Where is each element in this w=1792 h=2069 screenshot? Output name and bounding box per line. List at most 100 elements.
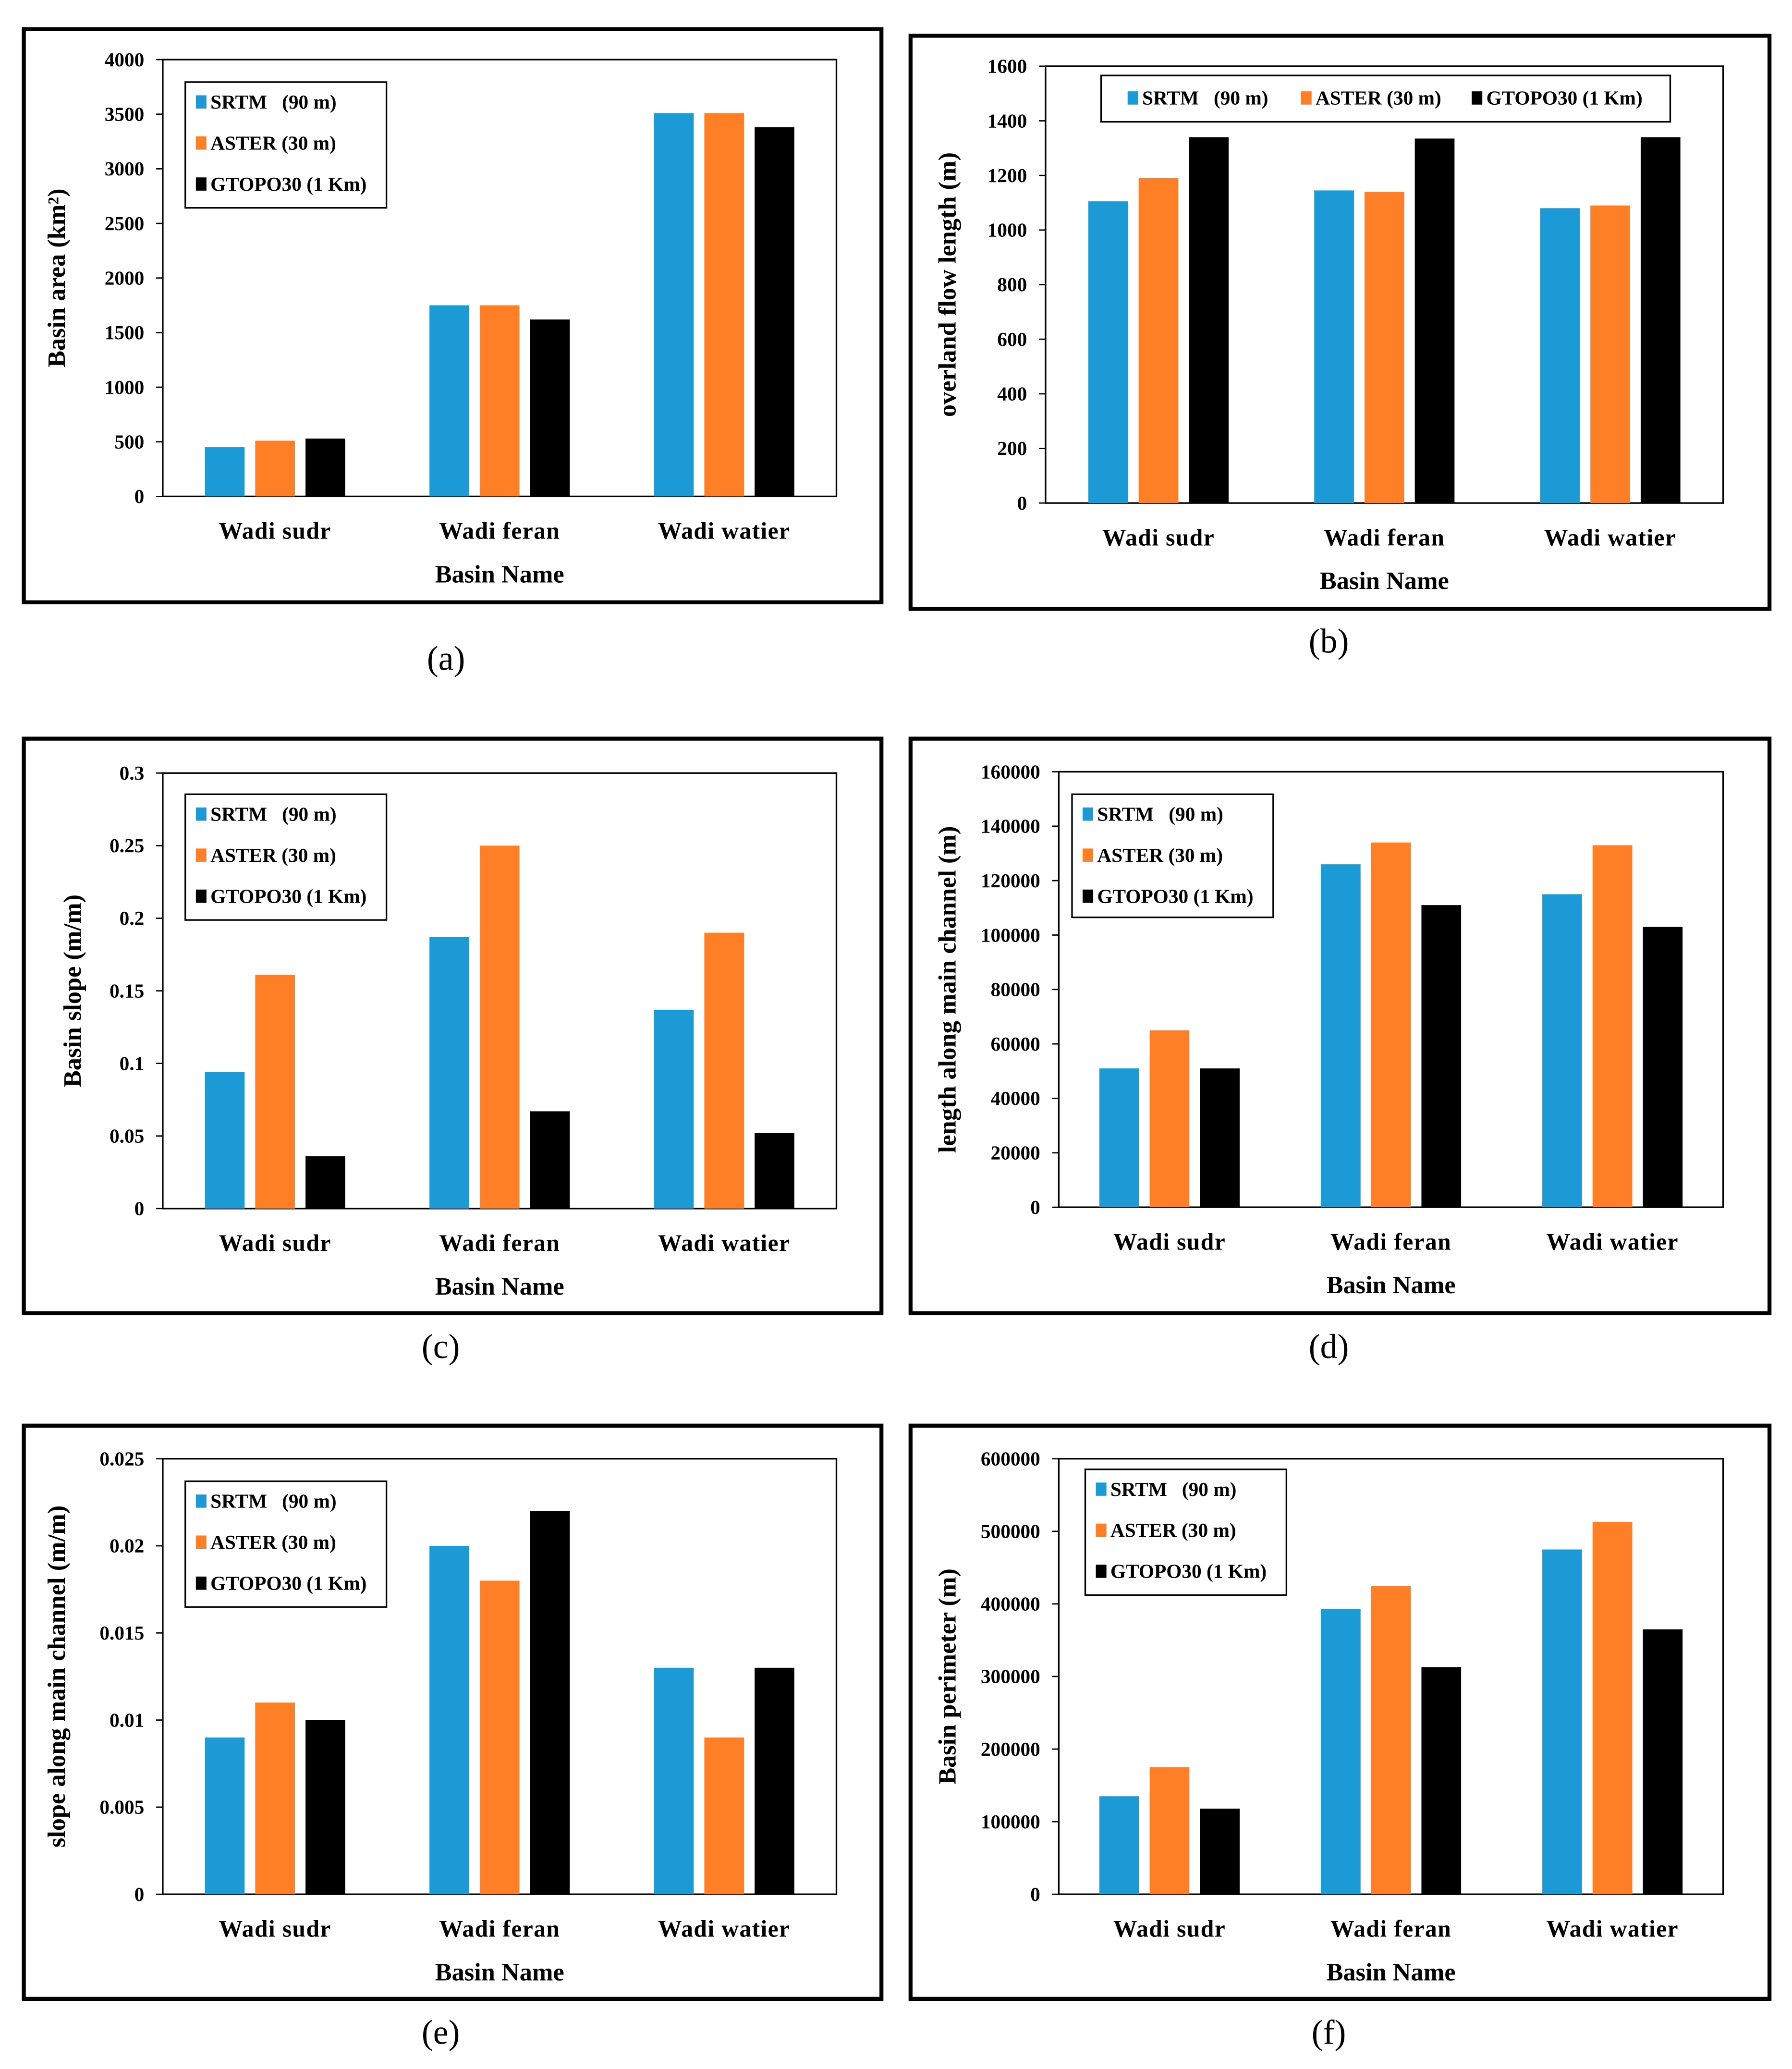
y-tick-label: 0.1 — [120, 1052, 145, 1074]
legend: SRTM (90 m) ASTER (30 m) GTOPO30 (1 Km) — [184, 1480, 388, 1608]
y-tick-label: 2000 — [105, 267, 145, 289]
y-tick-label: 140000 — [981, 815, 1040, 837]
bar-aster — [1364, 192, 1404, 503]
legend-box — [1100, 74, 1671, 123]
bar-srtm — [1099, 1796, 1139, 1895]
category-label: Wadi feran — [1330, 1228, 1451, 1255]
y-axis-title: Basin slope (m/m) — [59, 894, 86, 1087]
y-tick-label: 0 — [1030, 1883, 1040, 1905]
y-axis-title: Basin perimeter (m) — [933, 1568, 961, 1785]
legend-label: ASTER (30 m) — [210, 132, 336, 154]
legend: SRTM (90 m) ASTER (30 m) GTOPO30 (1 Km) — [1084, 1469, 1288, 1596]
y-tick-label: 100000 — [981, 924, 1040, 946]
legend-label: SRTM (90 m) — [210, 803, 337, 825]
y-axis-title: Basin area (km²) — [43, 188, 71, 367]
y-tick-label: 500000 — [981, 1520, 1040, 1543]
legend-box — [184, 81, 388, 209]
legend-swatch-srtm — [195, 807, 207, 821]
y-tick-label: 600 — [997, 328, 1027, 350]
y-tick-label: 100000 — [981, 1811, 1040, 1833]
legend-label: GTOPO30 (1 Km) — [210, 173, 366, 196]
y-tick-label: 1500 — [105, 321, 145, 343]
bar-aster — [1590, 205, 1630, 503]
bar-srtm — [429, 937, 469, 1209]
y-tick-label: 400 — [997, 383, 1027, 405]
bar-aster — [479, 1580, 520, 1895]
bar-aster — [1371, 842, 1411, 1208]
legend-box — [1071, 793, 1274, 918]
bar-gtopo30 — [1200, 1808, 1240, 1895]
bar-aster — [1592, 1522, 1633, 1895]
bar-aster — [255, 1702, 295, 1895]
bar-srtm — [1088, 201, 1128, 503]
y-tick-label: 800 — [997, 273, 1027, 295]
chart-panel: 0 0.005 0.01 0.015 0.02 0.025 Wadi sudr Wadi fe… — [22, 1423, 884, 2052]
legend-label: ASTER (30 m) — [1110, 1519, 1236, 1542]
bar-aster — [1592, 845, 1633, 1208]
legend-swatch-gtopo30 — [1083, 889, 1094, 903]
legend-label: SRTM (90 m) — [1110, 1478, 1237, 1501]
legend-label: GTOPO30 (1 Km) — [1097, 885, 1253, 907]
y-tick-label: 600000 — [981, 1447, 1040, 1469]
category-label: Wadi watier — [658, 518, 790, 544]
y-axis-title: length along main channel (m) — [933, 826, 961, 1153]
legend: SRTM (90 m) ASTER (30 m) GTOPO30 (1 Km) — [1071, 793, 1274, 918]
category-label: Wadi sudr — [219, 1230, 331, 1256]
legend: SRTM (90 m) ASTER (30 m) GTOPO30 (1 Km) — [184, 81, 388, 209]
legend-swatch-gtopo30 — [1096, 1565, 1107, 1578]
bar-gtopo30 — [1189, 137, 1229, 503]
legend-label: ASTER (30 m) — [210, 844, 336, 867]
bar-aster — [479, 845, 520, 1209]
bar-aster — [1138, 178, 1179, 503]
legend-label: GTOPO30 (1 Km) — [210, 885, 366, 907]
category-label: Wadi feran — [439, 1915, 560, 1942]
category-label: Wadi watier — [658, 1230, 790, 1256]
y-tick-label: 60000 — [991, 1033, 1040, 1055]
legend-label: SRTM (90 m) — [210, 91, 337, 113]
legend-swatch-aster — [195, 848, 207, 862]
category-label: Wadi feran — [1324, 524, 1445, 551]
legend-swatch-srtm — [1127, 91, 1138, 105]
legend-swatch-aster — [195, 136, 207, 150]
category-label: Wadi sudr — [1113, 1915, 1226, 1942]
y-axis-title: overland flow length (m) — [933, 152, 961, 417]
panel-caption: (f) — [1312, 2014, 1346, 2052]
bar-aster — [704, 932, 744, 1209]
category-label: Wadi sudr — [219, 518, 331, 544]
category-label: Wadi sudr — [1113, 1228, 1226, 1255]
legend-label: SRTM (90 m) — [1142, 87, 1268, 110]
bar-gtopo30 — [1643, 927, 1683, 1208]
x-axis-title: Basin Name — [1327, 1958, 1456, 1986]
bar-aster — [1371, 1586, 1411, 1895]
legend-label: ASTER (30 m) — [1097, 844, 1223, 867]
bar-srtm — [205, 1737, 245, 1895]
legend-box — [184, 1480, 388, 1608]
y-tick-label: 200 — [997, 437, 1027, 459]
bar-gtopo30 — [1414, 138, 1455, 503]
y-tick-label: 1400 — [987, 110, 1027, 132]
bar-srtm — [1542, 894, 1582, 1208]
y-tick-label: 0 — [134, 485, 145, 507]
legend-box — [1084, 1469, 1288, 1596]
bar-srtm — [654, 113, 694, 497]
y-tick-label: 0 — [134, 1883, 145, 1905]
legend-swatch-aster — [1083, 848, 1094, 862]
bar-gtopo30 — [755, 1667, 794, 1895]
bar-gtopo30 — [755, 1133, 794, 1209]
panel-caption: (e) — [422, 2014, 460, 2052]
y-tick-label: 80000 — [991, 979, 1040, 1001]
legend-label: GTOPO30 (1 Km) — [1110, 1560, 1267, 1583]
panel-caption: (b) — [1309, 623, 1349, 661]
legend-swatch-gtopo30 — [1472, 91, 1483, 105]
bar-aster — [479, 305, 520, 497]
legend-swatch-gtopo30 — [195, 1576, 207, 1590]
bar-srtm — [205, 447, 245, 497]
y-tick-label: 120000 — [981, 869, 1040, 892]
legend-swatch-srtm — [195, 95, 207, 109]
chart-panel: 0 500 1000 1500 2000 2500 3000 3500 4000 Wadi sud… — [22, 27, 884, 677]
category-label: Wadi feran — [439, 1230, 560, 1256]
panel-caption: (a) — [427, 639, 465, 677]
bar-gtopo30 — [1643, 1629, 1683, 1895]
bar-gtopo30 — [305, 438, 345, 497]
chart-panel: 0 200 400 600 800 1000 1200 1400 1600 Wadi sudr Wa… — [908, 34, 1772, 661]
